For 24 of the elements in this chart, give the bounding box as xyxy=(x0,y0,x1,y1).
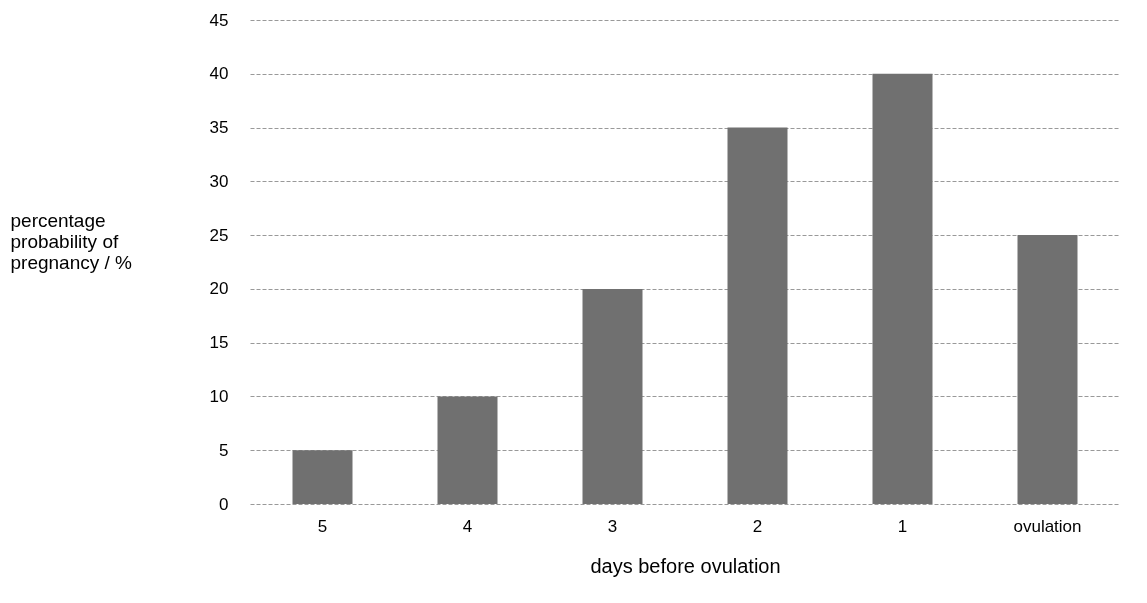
bar xyxy=(292,450,353,504)
y-tick-label: 35 xyxy=(209,118,229,138)
bar xyxy=(1017,235,1078,504)
bar xyxy=(872,73,933,504)
y-axis-title: percentage probability of pregnancy / % xyxy=(10,209,133,273)
y-tick-label: 5 xyxy=(219,440,229,460)
y-tick-label: 40 xyxy=(209,64,229,84)
bar xyxy=(727,127,788,504)
y-tick-label: 45 xyxy=(209,10,229,30)
y-tick-label: 25 xyxy=(209,225,229,245)
x-tick-label: ovulation xyxy=(1013,516,1082,536)
y-tick-label: 15 xyxy=(209,333,229,353)
y-tick-label: 30 xyxy=(209,171,229,191)
x-tick-label: 5 xyxy=(317,516,328,536)
y-tick-label: 20 xyxy=(209,279,229,299)
x-tick-label: 4 xyxy=(462,516,473,536)
x-tick-label: 2 xyxy=(752,516,763,536)
y-tick-label: 10 xyxy=(209,386,229,406)
x-tick-label: 1 xyxy=(897,516,908,536)
x-axis-title: days before ovulation xyxy=(590,554,781,577)
x-tick-label: 3 xyxy=(607,516,618,536)
bar xyxy=(582,288,643,504)
y-tick-label: 0 xyxy=(219,494,229,514)
bar xyxy=(437,396,498,504)
